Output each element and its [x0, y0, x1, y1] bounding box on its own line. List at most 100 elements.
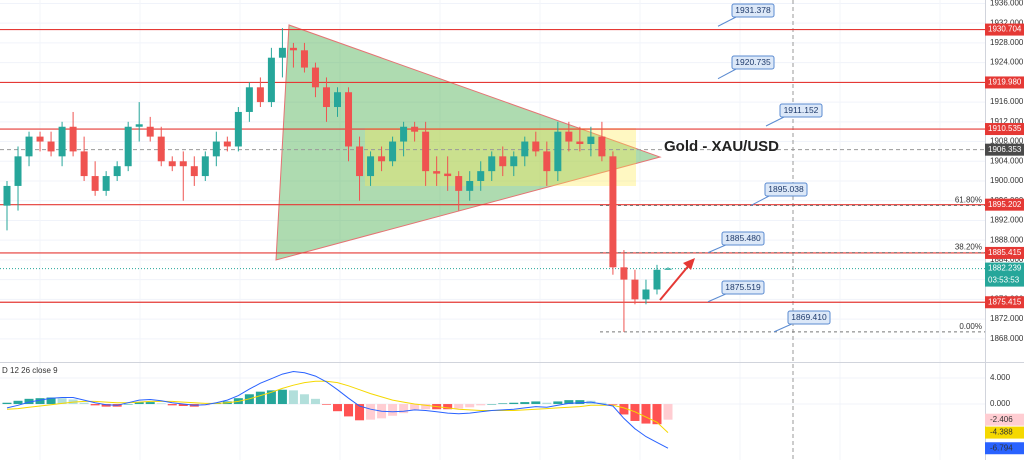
candle-body	[389, 141, 397, 162]
y-tick-label: 1928.000	[990, 38, 1024, 47]
candle-body	[477, 171, 485, 181]
candle-body	[212, 141, 220, 157]
macd-histogram-bar	[277, 389, 287, 405]
macd-histogram-bar	[101, 404, 111, 407]
candle-body	[488, 156, 496, 172]
candle-body	[345, 92, 353, 147]
candle-body	[367, 156, 375, 177]
candle-body	[554, 131, 562, 172]
candle-body	[642, 289, 650, 300]
macd-histogram-bar	[421, 404, 431, 410]
candle-body	[256, 87, 264, 103]
callout-label: 1911.152	[784, 105, 819, 115]
callout-pointer	[717, 15, 739, 27]
macd-histogram-bar	[630, 404, 640, 421]
macd-histogram-bar	[145, 402, 155, 405]
macd-histogram-bar	[156, 403, 166, 405]
macd-histogram-bar	[487, 404, 497, 405]
candle-body	[36, 136, 44, 142]
macd-histogram-bar	[410, 404, 420, 410]
y-tick-label: 1900.000	[990, 176, 1024, 185]
candle-body	[25, 136, 33, 157]
level-badge	[985, 76, 1024, 89]
candle-body	[356, 146, 364, 177]
macd-histogram-bar	[57, 398, 67, 405]
macd-tick-label: 4.000	[990, 373, 1011, 382]
y-tick-label: 1924.000	[990, 58, 1024, 67]
macd-histogram-bar	[465, 404, 475, 408]
macd-histogram-bar	[35, 398, 45, 405]
y-tick-label: 1936.000	[990, 0, 1024, 8]
macd-histogram-bar	[641, 404, 651, 424]
macd-histogram-bar	[333, 404, 342, 412]
callout-label: 1875.519	[725, 282, 761, 292]
callout-box	[764, 182, 808, 197]
callout-box	[731, 55, 775, 70]
macd-histogram-bar	[13, 400, 23, 405]
candle-body	[433, 171, 441, 174]
candle-body	[234, 111, 242, 147]
y-tick-label: 1892.000	[990, 216, 1024, 225]
callout-box	[721, 231, 765, 246]
candle-body	[14, 156, 22, 186]
callout-label: 1869.410	[791, 312, 827, 322]
macd-histogram-bar	[90, 404, 100, 406]
candle-body	[91, 176, 99, 191]
candle-body	[444, 173, 452, 177]
candle-body	[422, 131, 430, 172]
callout-box	[721, 280, 765, 295]
level-badge	[985, 23, 1024, 36]
macd-histogram-bar	[454, 404, 464, 409]
countdown-label: 03:53:53	[988, 276, 1020, 285]
candle-body	[168, 161, 176, 167]
macd-value-badge	[985, 426, 1024, 439]
candle-body	[411, 126, 419, 132]
triangle-pattern	[275, 24, 662, 261]
macd-histogram-bar	[178, 404, 188, 406]
callout-pointer	[765, 115, 787, 127]
callout-label: 1931.378	[735, 5, 771, 15]
candle-body	[300, 50, 308, 68]
candle-body	[124, 126, 132, 167]
y-tick-label: 1908.000	[990, 137, 1024, 146]
candle-body	[576, 141, 584, 145]
macd-histogram-bar	[388, 404, 398, 416]
level-badge-label: 1919.980	[988, 78, 1022, 87]
callout-pointer	[750, 194, 772, 206]
candle-body	[223, 141, 231, 147]
macd-histogram-bar	[575, 400, 585, 405]
candle-body	[378, 156, 386, 162]
macd-histogram-bar	[564, 400, 574, 405]
macd-tick-label: 0.000	[990, 399, 1011, 408]
macd-histogram-bar	[498, 403, 508, 405]
candle-body	[245, 87, 253, 112]
crosshair-badge	[985, 143, 1024, 156]
y-tick-label: 1868.000	[990, 334, 1024, 343]
macd-histogram-bar	[476, 404, 486, 406]
levels: 61.80% 38.20% 0.00%	[0, 28, 985, 333]
candle-body	[157, 136, 165, 162]
macd-value-label: -2.406	[990, 415, 1013, 424]
fib-label: 38.20%	[955, 243, 982, 252]
candle-body	[400, 126, 408, 142]
candle-body	[653, 269, 661, 290]
macd-histogram-bar	[255, 391, 265, 405]
candle-body	[278, 47, 286, 58]
macd-histogram-bar	[663, 404, 673, 420]
macd-histogram-bar	[619, 404, 629, 415]
y-tick-label: 1912.000	[990, 117, 1024, 126]
candle-body	[521, 141, 529, 157]
macd-value-badge	[985, 413, 1024, 426]
price-axis: 1868.0001872.0001876.0001880.0001884.000…	[985, 0, 1024, 455]
candle-body	[102, 176, 110, 191]
current-price-label: 1882.239	[988, 264, 1022, 273]
y-tick-label: 1932.000	[990, 18, 1024, 27]
candle-body	[179, 161, 187, 167]
macd-histogram-bar	[443, 404, 453, 410]
candle-body	[322, 87, 330, 108]
y-tick-label: 1872.000	[990, 314, 1024, 323]
level-badge-label: 1910.535	[988, 124, 1022, 133]
candle-body	[146, 126, 154, 137]
fib-label: 0.00%	[959, 322, 982, 331]
